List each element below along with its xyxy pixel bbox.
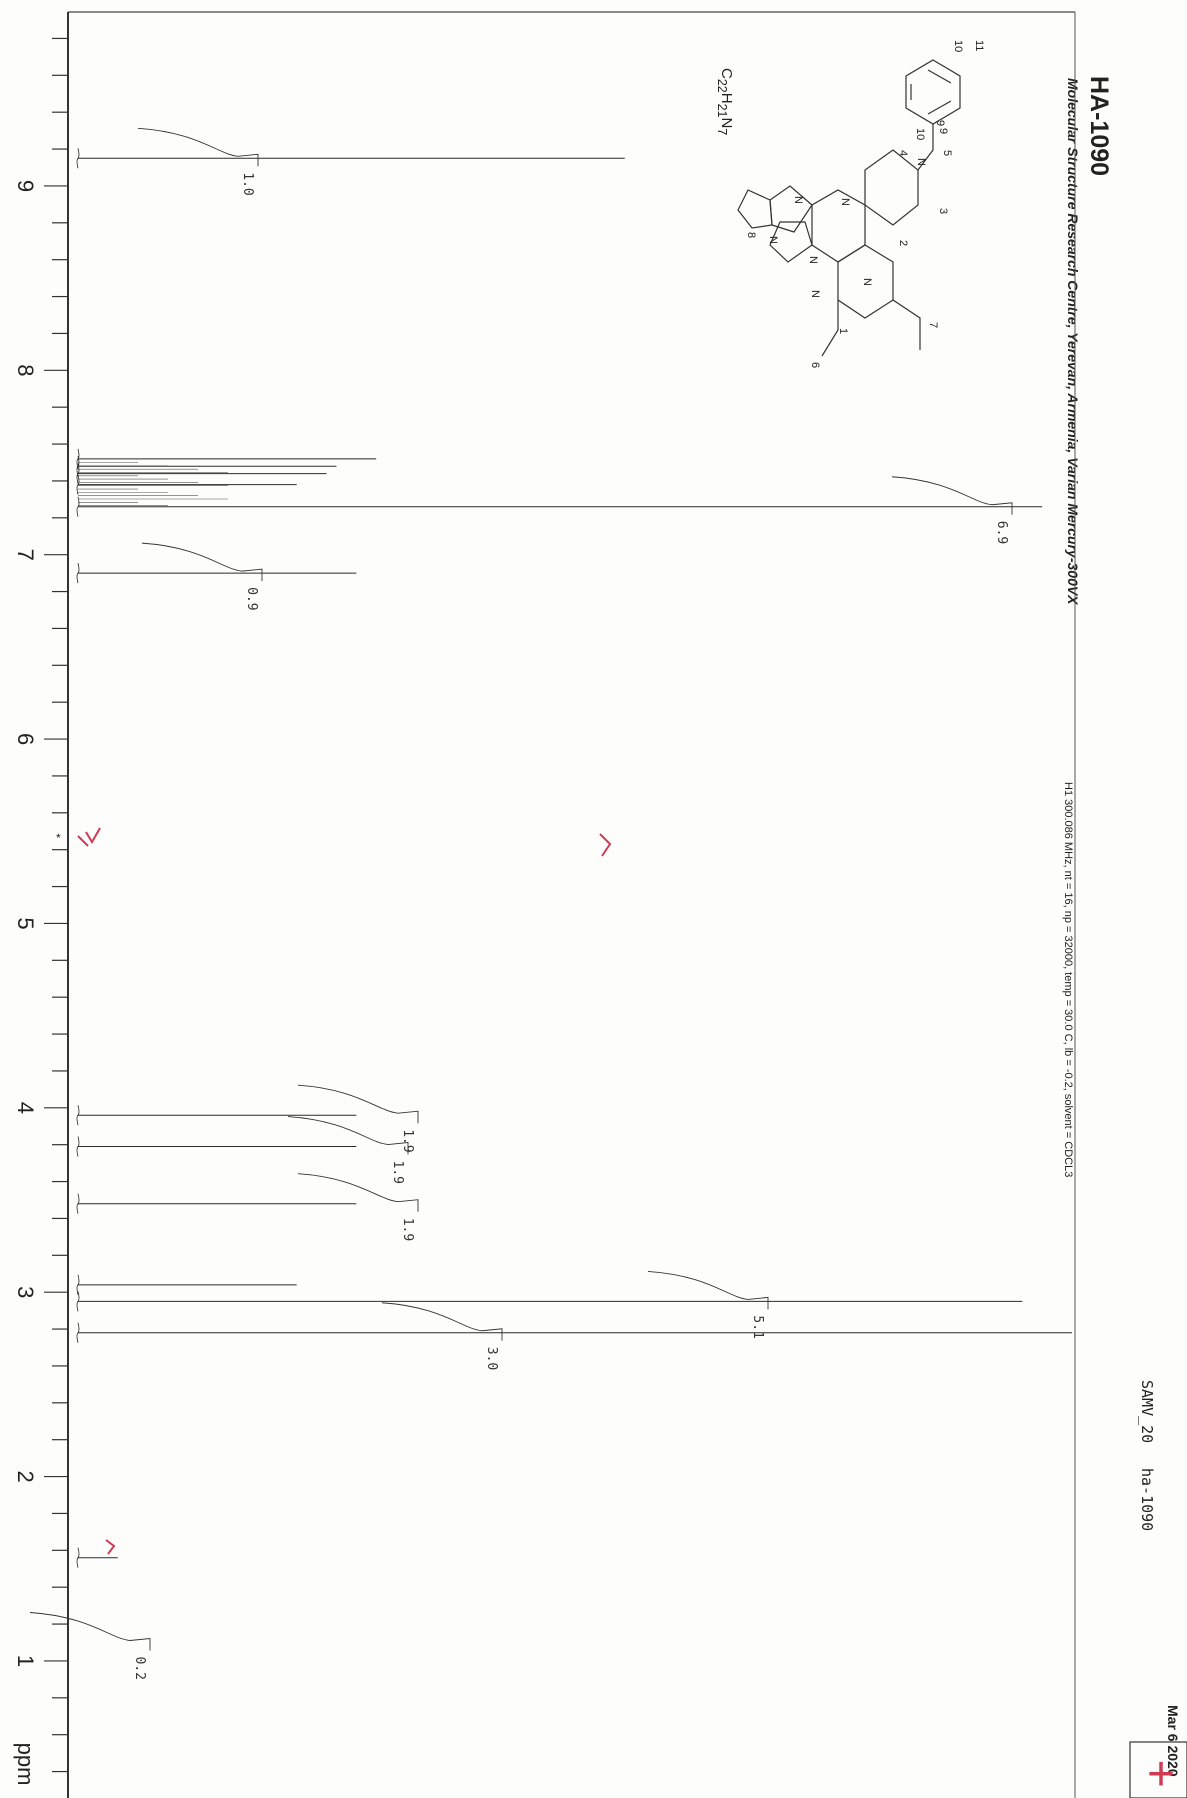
atom-label: 10: [952, 40, 964, 52]
spectrum-traces: [76, 148, 1072, 1568]
integral-values: 1.0 6.9 0.9 1.9 1.9 1.9 5.1 3.0 0.2: [132, 172, 1009, 1680]
tick-label: 3: [13, 1286, 38, 1298]
piperidine-ring: [864, 149, 919, 226]
bond: [927, 69, 952, 84]
peak-foot: [76, 1547, 80, 1568]
peak-foot: [76, 1136, 80, 1157]
tick-label: 5: [13, 917, 38, 929]
integral-curve: [297, 1084, 419, 1124]
peak-foot: [76, 1291, 80, 1312]
integral-curve: [137, 127, 259, 167]
atom-label: 4: [897, 150, 909, 156]
peak-foot: [76, 496, 80, 517]
triazole-ring-2: [737, 189, 773, 229]
peak-foot: [76, 456, 80, 477]
atom-label: 5: [941, 150, 953, 156]
tick-label: 8: [13, 364, 38, 376]
pyrazole-ring: [769, 221, 813, 263]
peak-foot: [76, 1274, 80, 1295]
peak-foot: [76, 1322, 80, 1343]
atom-label: 10: [914, 128, 926, 140]
atom-label: 6: [809, 362, 821, 368]
benzene-ring: [905, 59, 961, 125]
integral-curve: [141, 542, 263, 582]
integral-curves: [29, 127, 1013, 1651]
tick-label: 1: [13, 1655, 38, 1667]
tick-label: 9: [13, 180, 38, 192]
integral-curve: [29, 1612, 151, 1651]
integral-value: 0.9: [244, 587, 259, 610]
tick-label: 2: [13, 1470, 38, 1482]
atom-label: 7: [927, 322, 939, 328]
annotation-checkmark: [77, 827, 101, 847]
atom-labels: 11 10 9 10 9 5 4 3 2 7 1 6 8 N N N N N N N: [745, 40, 985, 368]
peak-foot: [76, 474, 80, 495]
integral-value: 1.9: [400, 1218, 415, 1241]
atom-label: 8: [745, 232, 757, 238]
atom-label: 1: [837, 328, 849, 334]
bond: [917, 124, 934, 171]
integral-curve: [297, 1173, 419, 1212]
peak-foot: [76, 1193, 80, 1214]
core-ring: [811, 189, 866, 263]
atom-label: N: [807, 256, 819, 264]
tick-label: ppm: [13, 1743, 38, 1786]
methyl-bond: [821, 300, 839, 357]
methyl-bond: [892, 299, 921, 350]
integral-value: 1.9: [390, 1161, 405, 1184]
integral-value: 1.0: [240, 172, 255, 195]
peak-foot: [76, 148, 80, 169]
peak-foot: [76, 448, 80, 469]
ppm-axis-labels: 9 8 7 6 5 4 3 2 1 ppm: [13, 180, 38, 1786]
integral-curve: [891, 476, 1013, 515]
atom-label: 9: [937, 128, 949, 134]
atom-label: N: [861, 278, 873, 286]
integral-curve: [381, 1302, 503, 1341]
tick-label: 7: [13, 549, 38, 561]
atom-label: N: [839, 198, 851, 206]
atom-label: N: [792, 196, 804, 204]
atom-label: 9: [934, 120, 946, 126]
check-mark: +: [1147, 1748, 1175, 1798]
peak-foot: [76, 463, 80, 484]
molecular-structure: [737, 59, 961, 357]
peak-foot: [76, 563, 80, 584]
peak-foot: [76, 1105, 80, 1126]
ppm-axis-ticks: [44, 37, 68, 1773]
atom-label: N: [767, 236, 779, 244]
tick-label: 4: [13, 1102, 38, 1114]
atom-label: N: [915, 158, 927, 166]
atom-label: 11: [973, 40, 985, 51]
solvent-marker: *: [56, 831, 61, 845]
annotation-checkmark: [599, 833, 612, 857]
pyrimidine-ring: [837, 244, 894, 319]
check-box: [1129, 1741, 1187, 1798]
atom-label: N: [809, 290, 821, 298]
integral-curve: [287, 1116, 409, 1155]
integral-value: 3.0: [484, 1347, 499, 1370]
integral-value: 5.1: [750, 1315, 765, 1338]
integral-curve: [647, 1270, 769, 1310]
integral-value: 6.9: [994, 521, 1009, 544]
annotation-checkmark: [105, 1539, 116, 1555]
integral-value: 0.2: [132, 1657, 147, 1680]
atom-label: 2: [897, 240, 909, 246]
tick-label: 6: [13, 733, 38, 745]
atom-label: 3: [937, 208, 949, 214]
bond: [927, 100, 952, 115]
integral-value: 1.9: [400, 1129, 415, 1152]
